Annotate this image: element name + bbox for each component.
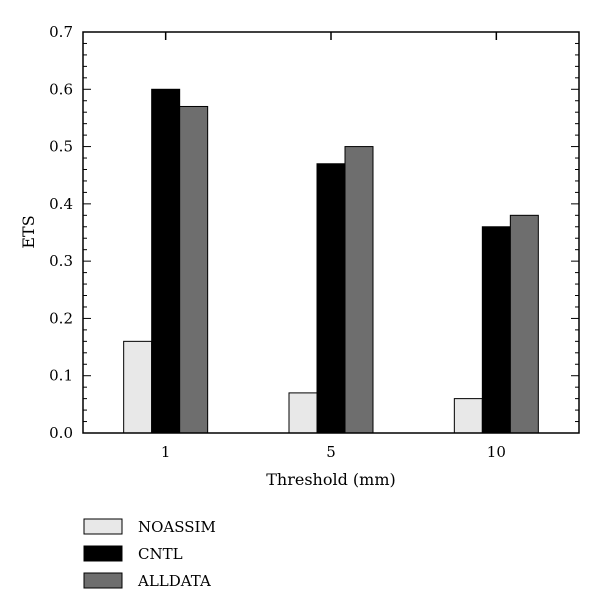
legend-label-noassim: NOASSIM (138, 518, 216, 536)
bar-alldata-5 (344, 146, 374, 434)
y-tick-label: 0.5 (49, 138, 73, 156)
ticks-group (83, 31, 579, 434)
x-tick-label: 10 (487, 443, 506, 461)
legend-swatch-noassim (83, 518, 123, 535)
bar-cntl-10 (481, 226, 511, 434)
y-tick-label: 0.3 (49, 252, 73, 270)
bar-cntl-5 (316, 163, 346, 434)
bar-alldata-10 (509, 214, 539, 434)
x-tick-label: 5 (326, 443, 336, 461)
bar-alldata-1 (179, 105, 209, 434)
bars-group (123, 88, 539, 434)
y-tick-label: 0.1 (49, 367, 73, 385)
legend: NOASSIM CNTL ALLDATA (83, 518, 216, 590)
y-tick-label: 0.7 (49, 23, 73, 41)
y-tick-label: 0.2 (49, 309, 73, 327)
y-axis-title: ETS (19, 215, 38, 248)
x-tick-label: 1 (161, 443, 171, 461)
bar-noassim-10 (453, 398, 483, 434)
bar-noassim-1 (123, 340, 153, 434)
legend-swatch-alldata (83, 572, 123, 589)
legend-label-alldata: ALLDATA (137, 572, 211, 590)
y-tick-label: 0.6 (49, 80, 73, 98)
x-axis-title: Threshold (mm) (266, 470, 396, 489)
y-tick-label: 0.0 (49, 424, 73, 442)
y-tick-label: 0.4 (49, 195, 73, 213)
bar-cntl-1 (151, 88, 181, 434)
bar-noassim-5 (288, 392, 318, 434)
legend-swatch-cntl (83, 545, 123, 562)
legend-label-cntl: CNTL (138, 545, 183, 563)
tick-labels-group: 1 5 10 0.0 0.1 0.2 0.3 0.4 0.5 0.6 0.7 (49, 23, 506, 461)
